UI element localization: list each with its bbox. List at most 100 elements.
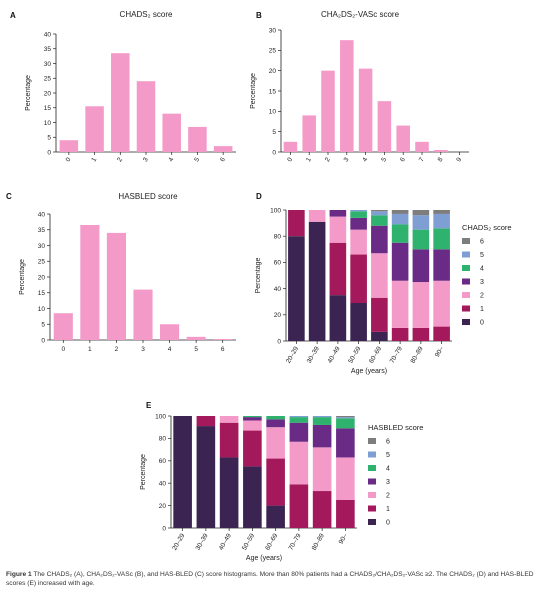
stacked-bar-segment [173,416,192,528]
x-tick-label: 3 [142,156,150,163]
bar [80,225,100,340]
stacked-bar-segment [433,228,450,250]
stacked-bar-segment [196,416,216,427]
x-tick-label: 40–49 [218,532,233,551]
y-tick-label: 60 [274,260,282,267]
y-tick-label: 20 [274,312,282,319]
stacked-bar-segment [371,215,388,226]
x-axis-label: Age (years) [246,555,282,562]
stacked-bar-segment [243,420,262,431]
stacked-bar-segment [312,417,332,425]
bar [377,101,392,152]
legend-label: 0 [386,520,390,527]
x-tick-label: 30–39 [306,345,321,364]
stacked-bar-segment [412,282,430,328]
stacked-bar-segment [350,217,367,230]
stacked-bar-segment [412,215,430,230]
x-tick-label: 3 [141,346,145,353]
x-tick-label: 80–89 [311,532,326,551]
chart-panel-a: A CHADS₂ scorePercentage05101520253035400… [10,10,236,163]
stacked-bar-segment [350,303,367,341]
stacked-bar-segment [329,242,347,296]
legend-label: 1 [386,506,390,513]
y-tick-label: 0 [47,149,51,156]
y-tick-label: 80 [159,436,167,443]
bar [415,141,429,152]
stacked-bar-segment [266,419,285,428]
y-tick-label: 100 [270,207,281,214]
bar [133,289,153,340]
bar [111,53,130,152]
legend-label: 0 [480,320,484,327]
bar [396,125,410,152]
panel-label: B [256,11,262,20]
stacked-bar-segment [266,458,285,506]
x-tick-label: 1 [305,156,313,163]
legend-title: HASBLED score [368,423,423,432]
x-tick-label: 2 [116,156,124,163]
stacked-bar-segment [289,417,309,423]
legend-swatch [462,265,470,271]
bar [434,149,448,152]
x-tick-label: 5 [194,346,198,353]
stacked-bar-segment [391,242,409,281]
stacked-bar-segment [391,213,409,225]
bar [358,68,373,152]
stacked-bar-segment [336,428,355,458]
bar [162,113,181,152]
chart-title: HASBLED score [118,192,178,201]
y-tick-label: 5 [272,129,276,136]
x-tick-label: 8 [437,156,445,163]
x-tick-label: 90– [338,532,350,545]
x-tick-label: 60–69 [264,532,279,551]
y-tick-label: 10 [38,306,46,313]
x-tick-label: 6 [221,346,225,353]
stacked-bar-segment [336,418,355,429]
stacked-bar-segment [289,484,309,528]
stacked-bar-segment [371,211,388,216]
figure-caption: Figure 1 The CHADS₂ (A), CHA₂DS₂-VASc (B… [6,571,540,588]
y-axis-label: Percentage [250,73,257,109]
stacked-bar-segment [219,416,239,423]
legend-swatch [368,505,376,512]
stacked-bar-segment [391,327,409,341]
caption-text: The CHADS₂ (A), CHA₂DS₂-VASc (B), and HA… [6,571,534,587]
stacked-bar-segment [391,210,409,214]
x-tick-label: 60–69 [368,345,383,364]
stacked-bar-segment [329,210,347,217]
bar [59,140,79,152]
bar [213,146,233,152]
y-tick-label: 5 [47,135,51,142]
y-tick-label: 40 [159,481,167,488]
x-tick-label: 0 [286,156,294,163]
x-tick-label: 0 [61,346,65,353]
x-tick-label: 6 [399,156,407,163]
y-tick-label: 20 [38,274,46,281]
stacked-bar-segment [433,326,450,341]
y-axis-label: Percentage [140,454,147,490]
x-tick-label: 90– [434,345,446,358]
stacked-bar-segment [371,225,388,254]
legend: CHADS₂ score 6 5 4 3 2 1 0 [462,223,512,327]
bar [106,232,126,340]
x-tick-label: 5 [380,156,388,163]
stacked-bar-segment [350,254,367,304]
legend-label: 1 [480,306,484,313]
x-tick-label: 6 [219,156,227,163]
stacked-bar-segment [433,210,450,214]
y-tick-label: 20 [269,68,277,75]
stacked-bar-segment [371,331,388,341]
x-axis-label: Age (years) [351,368,387,375]
y-tick-label: 25 [38,259,46,266]
chart-panel-c: C HASBLED scorePercentage0510152025303540… [6,192,236,353]
y-tick-label: 25 [269,48,277,55]
stacked-bar-segment [329,216,347,243]
bar [213,339,233,340]
stacked-bar-segment [308,221,326,341]
stacked-bar-segment [350,210,367,212]
legend: HASBLED score 6 5 4 3 2 1 0 [368,423,423,527]
x-tick-label: 7 [418,156,426,163]
stacked-bar-segment [433,280,450,327]
legend-swatch [368,519,376,525]
y-tick-label: 40 [274,286,282,293]
